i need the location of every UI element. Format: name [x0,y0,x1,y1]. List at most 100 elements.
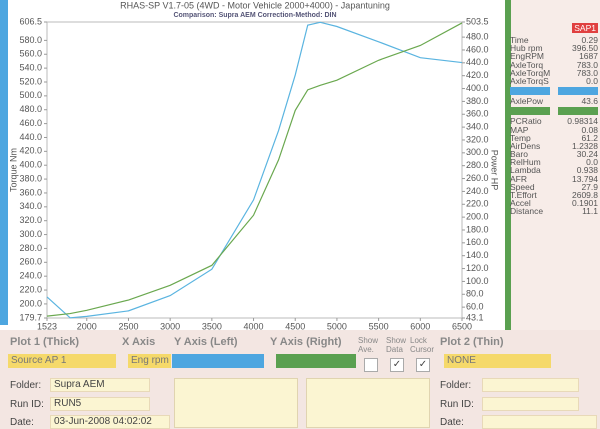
y-tick-label: 440.0 [19,132,42,142]
panel-row: MAP 0.08 [510,124,598,135]
lock-cursor-checkbox[interactable]: ✓ [416,358,430,372]
series-line [46,22,463,317]
panel-value: 0.938 [576,165,598,176]
y-tick-label: 420.0 [19,146,42,156]
panel-row: AFR 13.794 [510,173,598,184]
date-label: Date: [440,417,464,428]
y-tick-label: 540.0 [19,62,42,72]
x-tick-label: 4500 [285,321,305,330]
panel-value: 0.98314 [567,116,598,127]
panel-row: RelHum 0.0 [510,157,598,168]
show-data-checkbox[interactable]: ✓ [390,358,404,372]
y-right-dropdown[interactable] [276,354,356,368]
panel-row: Time 0.29 [510,36,598,45]
panel-row: Speed 27.9 [510,181,598,192]
panel-value: 0.0 [586,157,598,168]
y2-tick-label: 503.5 [466,16,489,26]
y-tick-label: 460.0 [19,118,42,128]
x-tick-label: 2500 [118,321,138,330]
panel-label: AxleTorq [510,59,544,70]
color-swatch-row [510,87,598,96]
y-tick-label: 500.0 [19,90,42,100]
y-tick-label: 280.0 [19,243,42,253]
panel-row: AxleTorqM 783.0 [510,67,598,78]
y2-tick-label: 200.0 [466,212,489,222]
plot2-dropdown[interactable]: NONE [444,354,551,368]
lock-cursor-label: Lock Cursor [410,336,435,354]
panel-label: EngRPM [510,51,545,62]
panel-value: 0.08 [581,124,598,135]
y2-tick-label: 220.0 [466,199,489,209]
panel-row: Distance 11.1 [510,207,598,216]
panel-row: Accel 0.1901 [510,198,598,209]
value-panel: SAP1 Time 0.29 Hub rpm 396.50 EngRPM 1687 Axle… [510,18,598,216]
show-ave-checkbox[interactable] [364,358,378,372]
x-tick-label: 4000 [244,321,264,330]
panel-label: Accel [510,198,531,209]
panel-label: Baro [510,149,528,160]
y2-tick-label: 43.1 [466,312,484,322]
y2-tick-label: 300.0 [466,147,489,157]
x-tick-label: 3500 [202,321,222,330]
plot1-dropdown[interactable]: Source AP 1 [8,354,116,368]
y-tick-label: 580.0 [19,35,42,45]
panel-row: EngRPM 1687 [510,51,598,62]
chart-bg [0,0,505,330]
color-swatch [510,107,550,116]
x-tick-label: 6000 [410,321,430,330]
notes-box [306,378,430,428]
panel-value: 0.0 [586,75,598,86]
panel-label: PCRatio [510,116,542,127]
panel-label: AirDens [510,140,541,151]
panel-value: 396.50 [572,43,598,54]
panel-label: Temp [510,132,531,143]
panel-row: AxleTorqS 0.0 [510,75,598,86]
y2-tick-label: 260.0 [466,173,489,183]
y2-tick-label: 140.0 [466,250,489,260]
date-field[interactable]: 03-Jun-2008 04:02:02 [50,415,170,429]
panel-value: 1.2328 [572,140,598,151]
y2-tick-label: 360.0 [466,109,489,119]
y2-tick-label: 420.0 [466,70,489,80]
y2-axis-title: Power HP [490,150,500,191]
panel-row: T.Effort 2609.8 [510,190,598,200]
panel-row: Hub rpm 396.50 [510,43,598,54]
folder-field[interactable]: Supra AEM [50,378,150,392]
x-axis-dropdown[interactable]: Eng rpm [128,354,171,368]
y-left-dropdown[interactable] [172,354,264,368]
y-tick-label: 240.0 [19,271,42,281]
y2-tick-label: 80.0 [466,289,484,299]
y-tick-label: 340.0 [19,201,42,211]
plot2-header: Plot 2 (Thin) [440,336,504,348]
y-right-header: Y Axis (Right) [270,336,342,348]
run-field[interactable] [482,397,579,411]
panel-value: 30.24 [576,149,598,160]
folder-field[interactable] [482,378,579,392]
panel-row: Baro 30.24 [510,149,598,160]
date-field[interactable] [482,415,597,429]
panel-row: Lambda 0.938 [510,165,598,176]
panel-row: PCRatio 0.98314 [510,116,598,127]
x-tick-label: 1523 [37,321,57,330]
panel-label: Speed [510,181,535,192]
panel-value: 13.794 [572,173,598,184]
y-tick-label: 360.0 [19,187,42,197]
panel-label: RelHum [510,157,541,168]
folder-label: Folder: [10,380,42,391]
y-tick-label: 380.0 [19,173,42,183]
chart-title: RHAS-SP V1.7-05 (4WD - Motor Vehicle 200… [120,0,390,10]
panel-label: AxlePow [510,96,544,107]
y2-tick-label: 60.0 [466,302,484,312]
panel-label: MAP [510,124,529,135]
panel-row: AxlePow 43.6 [510,96,598,107]
chart: RHAS-SP V1.7-05 (4WD - Motor Vehicle 200… [0,0,505,330]
run-field[interactable]: RUN5 [50,397,150,411]
x-tick-label: 5000 [327,321,347,330]
run-label: Run ID: [10,399,44,410]
y-axis-title: Torque Nm [8,148,18,192]
show-ave-label: Show Ave. [358,336,379,354]
y2-tick-label: 100.0 [466,276,489,286]
panel-label: T.Effort [510,190,537,200]
panel-label: AxleTorqM [510,67,551,78]
folder-label: Folder: [440,380,472,391]
